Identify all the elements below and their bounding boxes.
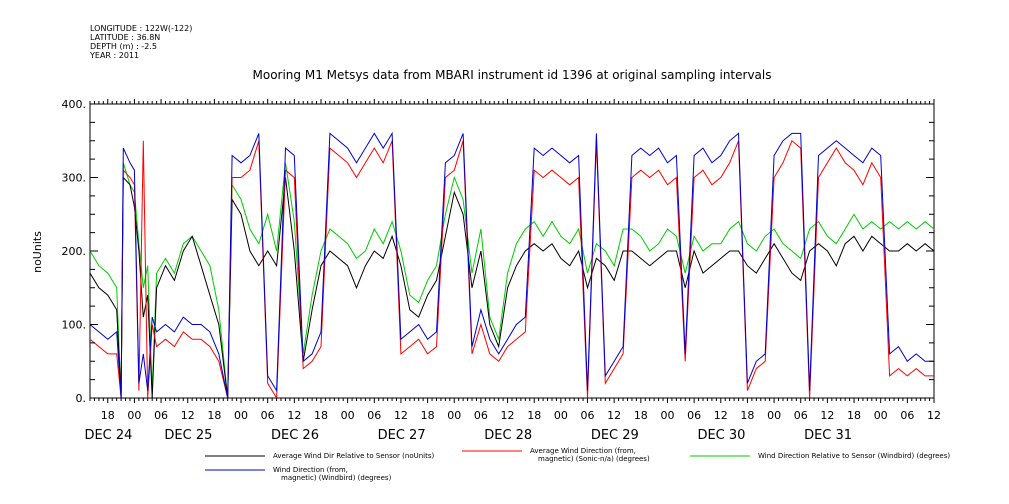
plot-frame	[89, 103, 935, 399]
x-day-label: DEC 31	[804, 428, 852, 443]
x-tick-label: 12	[607, 409, 621, 422]
y-tick-label: 300.	[62, 172, 87, 185]
y-tick-label: 100.	[62, 319, 87, 332]
x-day-label: DEC 28	[484, 428, 532, 443]
axis-layer: 18 00 06 12 18 00 06 12 18 00 06 12 18 00 06 12 18 00 06 12…	[62, 98, 942, 443]
legend-label-1: Average Wind Direction (from,	[530, 447, 636, 455]
chart-title: Mooring M1 Metsys data from MBARI instru…	[253, 68, 772, 82]
series-line-0	[89, 176, 935, 399]
legend-label-3: Wind Direction (from,	[273, 466, 348, 474]
series-line-3	[89, 131, 934, 399]
x-tick-label: 06	[581, 409, 595, 422]
x-day-label: DEC 26	[271, 428, 319, 443]
x-tick-label: 00	[874, 409, 888, 422]
x-tick-label: 18	[101, 409, 115, 422]
x-day-label: DEC 27	[378, 428, 426, 443]
series-layer	[89, 131, 935, 400]
x-tick-label: 06	[900, 409, 914, 422]
y-tick-label: 0.	[76, 392, 87, 405]
depth-text: DEPTH (m) : -2.5	[90, 42, 157, 51]
y-tick-label: 200.	[62, 245, 87, 258]
x-tick-label: 06	[261, 409, 275, 422]
x-tick-label: 00	[234, 409, 248, 422]
x-tick-label: 00	[660, 409, 674, 422]
legend-label-3: magnetic) (Windbird) (degrees)	[281, 474, 392, 482]
legend: Average Wind Dir Relative to Sensor (noU…	[205, 447, 950, 482]
x-tick-label: 12	[181, 409, 195, 422]
x-tick-label: 00	[767, 409, 781, 422]
series-line-1	[89, 139, 934, 400]
x-tick-label: 12	[820, 409, 834, 422]
x-tick-label: 12	[287, 409, 301, 422]
x-tick-label: 06	[687, 409, 701, 422]
y-axis-label: noUnits	[31, 231, 44, 273]
x-tick-label: 06	[794, 409, 808, 422]
x-tick-label: 00	[127, 409, 141, 422]
legend-label-2: Wind Direction Relative to Sensor (Windb…	[758, 452, 950, 460]
y-tick-label: 400.	[62, 98, 87, 111]
x-day-label: DEC 25	[164, 428, 212, 443]
x-tick-label: 00	[554, 409, 568, 422]
x-tick-label: 06	[474, 409, 488, 422]
x-day-label: DEC 30	[697, 428, 745, 443]
legend-label-0: Average Wind Dir Relative to Sensor (noU…	[273, 452, 434, 460]
x-tick-label: 06	[154, 409, 168, 422]
x-tick-label: 06	[367, 409, 381, 422]
x-tick-label: 12	[394, 409, 408, 422]
year-text: YEAR : 2011	[89, 51, 139, 60]
x-tick-label: 00	[341, 409, 355, 422]
x-tick-label: 18	[314, 409, 328, 422]
x-tick-label: 12	[501, 409, 515, 422]
x-tick-label: 00	[447, 409, 461, 422]
x-tick-label: 18	[421, 409, 435, 422]
longitude-text: LONGITUDE : 122W(-122)	[90, 24, 192, 33]
latitude-text: LATITUDE : 36.8N	[90, 33, 160, 42]
x-day-label: DEC 29	[591, 428, 639, 443]
x-tick-label: 18	[207, 409, 221, 422]
legend-label-1: magnetic) (Sonic-n/a) (degrees)	[538, 455, 650, 463]
x-tick-label: 18	[740, 409, 754, 422]
x-tick-label: 18	[527, 409, 541, 422]
x-tick-label: 12	[714, 409, 728, 422]
series-line-2	[89, 162, 935, 399]
x-tick-label: 18	[847, 409, 861, 422]
x-day-label: DEC 24	[84, 428, 132, 443]
x-tick-label: 12	[927, 409, 941, 422]
x-tick-label: 18	[634, 409, 648, 422]
